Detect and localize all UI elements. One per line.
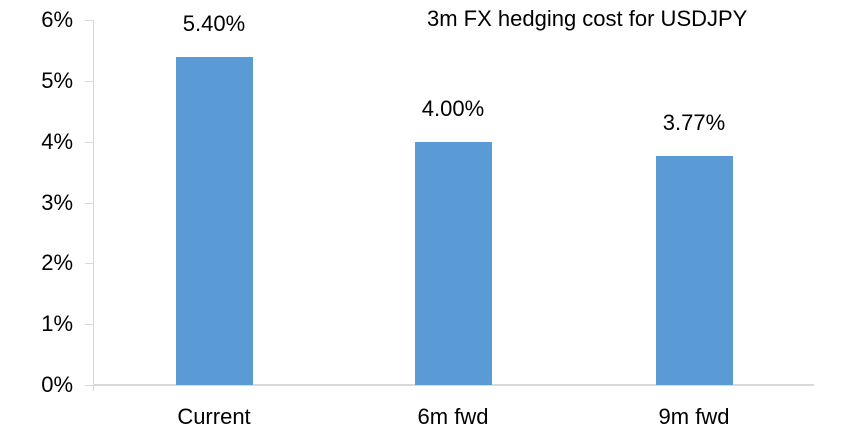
bar-group-9m-fwd: 3.77% 9m fwd	[619, 0, 769, 441]
y-axis-tick-mark	[85, 80, 93, 82]
y-axis-tick-mark	[85, 324, 93, 326]
data-label: 3.77%	[662, 109, 726, 135]
y-axis-tick-label: 5%	[41, 67, 73, 93]
x-axis-category-label: 9m fwd	[658, 404, 730, 429]
y-axis-tick-mark	[85, 141, 93, 143]
y-axis-line	[93, 20, 94, 391]
bar-6m-fwd	[415, 141, 492, 385]
y-axis-tick-label: 2%	[41, 250, 73, 276]
y-axis-tick-label: 3%	[41, 189, 73, 215]
y-axis-tick-mark	[85, 385, 93, 386]
data-label: 5.40%	[182, 10, 246, 36]
data-label: 4.00%	[421, 95, 485, 121]
x-axis-category-label: 6m fwd	[417, 404, 489, 429]
y-axis-tick-label: 0%	[41, 372, 73, 397]
bar-group-current: 5.40% Current	[139, 0, 289, 441]
y-axis-tick-mark	[85, 202, 93, 204]
bar-group-6m-fwd: 4.00% 6m fwd	[378, 0, 528, 441]
x-axis-category-label: Current	[177, 404, 251, 429]
y-axis-tick-label: 1%	[41, 311, 73, 337]
y-axis-tick-label: 4%	[41, 128, 73, 154]
y-axis-tick-mark	[85, 263, 93, 265]
bar-current	[176, 56, 253, 385]
x-axis-line	[93, 384, 814, 386]
y-axis-tick-label: 6%	[41, 7, 73, 32]
chart-title: 3m FX hedging cost for USDJPY	[427, 6, 748, 31]
bar-9m-fwd	[656, 155, 733, 385]
y-axis-tick-mark	[85, 20, 93, 21]
